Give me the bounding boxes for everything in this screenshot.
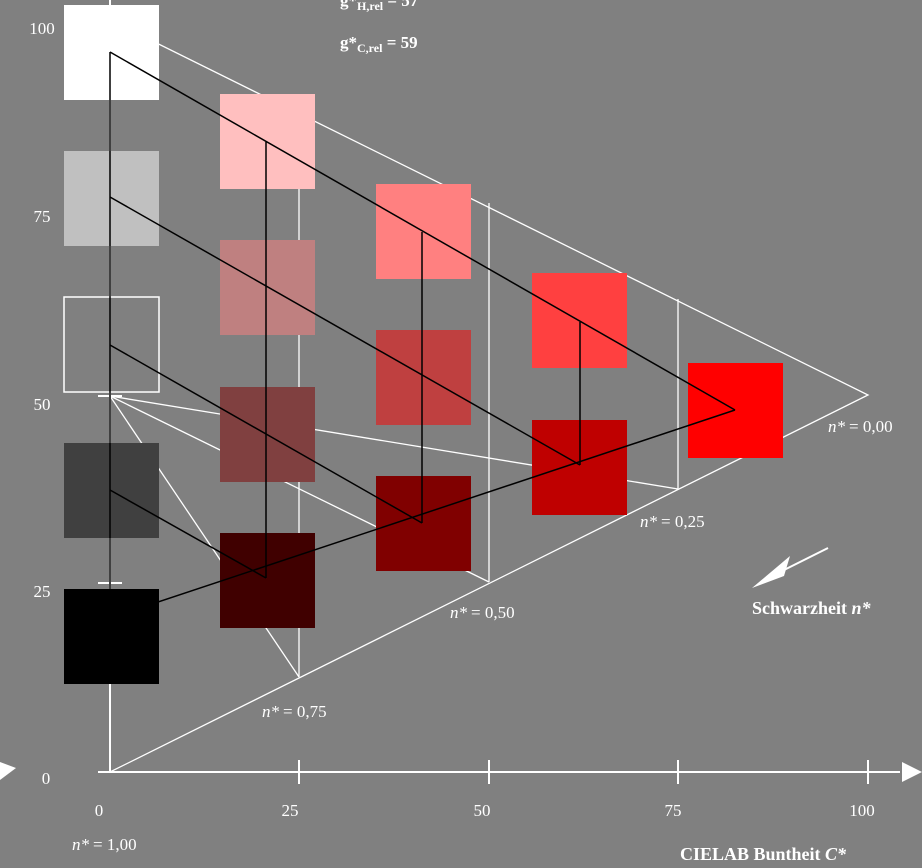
y-tick-label-100: 100 <box>29 19 55 38</box>
x-tick-label-0: 0 <box>95 801 104 820</box>
color-swatch <box>376 476 471 571</box>
x-axis-title: CIELAB Buntheit C* <box>680 844 847 864</box>
x-tick-labels: 0 25 50 75 100 <box>95 801 875 820</box>
color-swatch <box>376 330 471 425</box>
n-label-0: n* = 0,00 <box>828 417 893 436</box>
x-tick-label-50: 50 <box>474 801 491 820</box>
blackness-title: Schwarzheit n* <box>752 598 871 618</box>
n-labels: n* = 0,00 n* = 0,25 n* = 0,50 n* = 0,75 n* = … <box>72 417 893 854</box>
color-swatch <box>63 296 160 393</box>
n-label-25: n* = 0,25 <box>640 512 705 531</box>
y-tick-label-50: 50 <box>34 395 51 414</box>
color-swatch <box>64 589 159 684</box>
x-tick-label-100: 100 <box>849 801 875 820</box>
g-h-rel-label: g*H,rel = 57 <box>340 0 419 13</box>
color-swatches <box>63 5 783 684</box>
y-tick-label-25: 25 <box>34 582 51 601</box>
black-line-50 <box>109 344 423 524</box>
black-line-top <box>109 51 736 411</box>
black-lines <box>109 51 736 619</box>
color-swatch <box>220 533 315 628</box>
g-c-rel-label: g*C,rel = 59 <box>340 33 418 55</box>
x-tick-label-25: 25 <box>282 801 299 820</box>
y-tick-labels: 100 75 50 25 0 <box>29 19 55 788</box>
black-line-75 <box>109 196 581 466</box>
black-line-bottom <box>109 409 736 619</box>
left-arrowhead <box>0 762 16 780</box>
n-label-50: n* = 0,50 <box>450 603 515 622</box>
grid-line-c <box>109 395 300 678</box>
color-swatch <box>688 363 783 458</box>
y-tick-label-0: 0 <box>42 769 51 788</box>
n-label-100: n* = 1,00 <box>72 835 137 854</box>
y-tick-label-75: 75 <box>34 207 51 226</box>
blackness-arrow-icon <box>752 556 790 588</box>
x-axis-arrowhead <box>902 762 922 782</box>
black-line-25 <box>109 489 267 579</box>
n-label-75: n* = 0,75 <box>262 702 327 721</box>
x-tick-label-75: 75 <box>665 801 682 820</box>
